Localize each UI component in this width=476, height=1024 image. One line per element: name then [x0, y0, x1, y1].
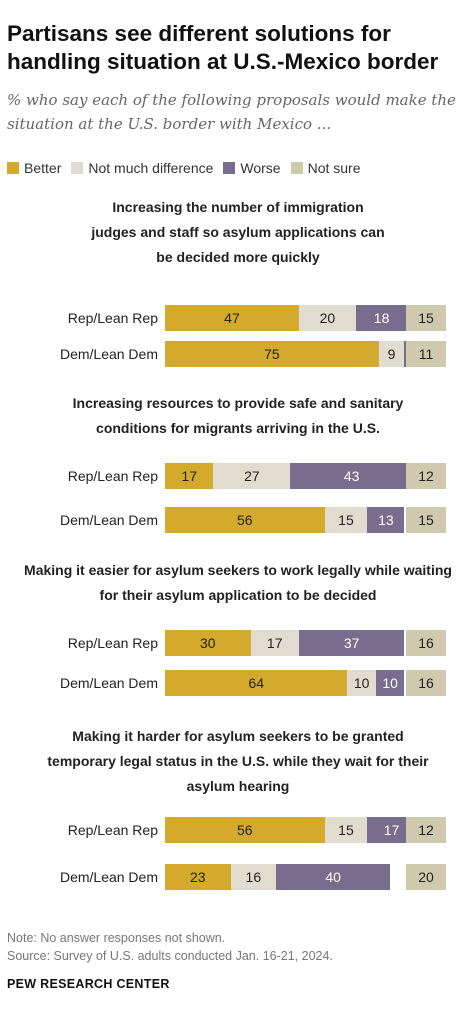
bar-better-dem-lean-dem: 64: [165, 670, 348, 696]
bar-label-not-sure: 16: [418, 635, 434, 651]
bar-label-worse: 10: [382, 675, 398, 691]
bar-worse-dem-lean-dem: 13: [367, 507, 405, 533]
bar-label-not-sure: 15: [418, 310, 434, 326]
footer-brand: PEW RESEARCH CENTER: [7, 977, 170, 991]
bar-label-better: 75: [264, 346, 280, 362]
bar-label-not-sure: 11: [418, 346, 434, 362]
bar-label-not-sure: 16: [418, 675, 434, 691]
bar-worse-rep-lean-rep: 43: [290, 463, 413, 489]
legend-swatch-better: [7, 162, 19, 174]
row-label-rep-lean-rep: Rep/Lean Rep: [67, 310, 158, 326]
bar-worse-rep-lean-rep: 37: [298, 630, 405, 656]
bar-better-rep-lean-rep: 17: [165, 463, 214, 489]
bar-label-not-sure: 15: [418, 512, 434, 528]
legend-label-worse: Worse: [240, 160, 281, 176]
legend-item-worse: Worse: [223, 160, 281, 176]
legend-item-not-sure: Not sure: [290, 160, 361, 176]
bar-label-worse: 43: [343, 468, 360, 484]
bar-not-much-difference-dem-lean-dem: 9: [378, 341, 405, 367]
bar-not-sure-rep-lean-rep: 12: [406, 817, 446, 843]
bar-not-much-difference-rep-lean-rep: 27: [213, 463, 291, 489]
bar-not-sure-rep-lean-rep: 12: [406, 463, 446, 489]
bar-better-rep-lean-rep: 56: [165, 817, 325, 843]
bar-label-not-much-difference: 20: [319, 310, 336, 326]
bar-better-dem-lean-dem: 23: [165, 864, 231, 890]
bar-better-dem-lean-dem: 75: [165, 341, 379, 367]
bar-not-sure-dem-lean-dem: 11: [406, 341, 446, 367]
bar-not-much-difference-dem-lean-dem: 15: [324, 507, 368, 533]
bar-label-worse: 17: [383, 822, 400, 838]
bar-label-not-much-difference: 17: [266, 635, 283, 651]
bar-better-dem-lean-dem: 56: [165, 507, 325, 533]
row-label-dem-lean-dem: Dem/Lean Dem: [59, 346, 158, 362]
bar-better-rep-lean-rep: 30: [165, 630, 251, 656]
legend-item-not-much-difference: Not much difference: [71, 160, 213, 176]
row-label-rep-lean-rep: Rep/Lean Rep: [67, 822, 158, 838]
bar-label-not-sure: 12: [418, 822, 434, 838]
panel-title-1: Increasing the number of immigration jud…: [91, 199, 385, 265]
bar-not-much-difference-rep-lean-rep: 15: [324, 817, 368, 843]
row-label-dem-lean-dem: Dem/Lean Dem: [59, 869, 158, 885]
bar-label-worse: 37: [343, 635, 360, 651]
panel-title-3: Making it easier for asylum seekers to w…: [24, 562, 452, 603]
legend-label-not-much-difference: Not much difference: [88, 160, 214, 176]
row-label-rep-lean-rep: Rep/Lean Rep: [67, 468, 158, 484]
bar-label-better: 47: [224, 310, 240, 326]
bar-label-better: 64: [248, 675, 264, 691]
bar-worse-rep-lean-rep: 18: [355, 305, 408, 331]
bar-not-much-difference-dem-lean-dem: 16: [230, 864, 277, 890]
bar-label-not-sure: 20: [418, 869, 434, 885]
bar-not-sure-dem-lean-dem: 16: [406, 670, 446, 696]
legend-label-not-sure: Not sure: [307, 160, 361, 176]
panel-title-4: Making it harder for asylum seekers to b…: [47, 728, 429, 794]
bar-label-not-much-difference: 15: [338, 512, 354, 528]
bar-label-better: 23: [189, 869, 206, 885]
bar-label-not-much-difference: 16: [245, 869, 262, 885]
bar-not-much-difference-dem-lean-dem: 10: [347, 670, 376, 696]
bar-not-sure-dem-lean-dem: 15: [406, 507, 446, 533]
bar-label-better: 56: [237, 822, 253, 838]
chart-title: Partisans see different solutions for ha…: [7, 21, 439, 74]
bar-worse-dem-lean-dem: 10: [375, 670, 405, 696]
row-label-dem-lean-dem: Dem/Lean Dem: [59, 675, 158, 691]
bar-label-not-much-difference: 10: [353, 675, 370, 691]
row-label-rep-lean-rep: Rep/Lean Rep: [67, 635, 158, 651]
legend-label-better: Better: [24, 160, 62, 176]
bar-label-worse: 40: [325, 869, 341, 885]
chart-subtitle: % who say each of the following proposal…: [7, 91, 456, 133]
panel-title-2: Increasing resources to provide safe and…: [72, 395, 404, 436]
legend-swatch-worse: [223, 162, 236, 174]
bar-label-worse: 18: [373, 310, 390, 326]
bar-label-not-much-difference: 27: [244, 468, 260, 484]
bar-label-not-much-difference: 15: [338, 822, 354, 838]
legend-swatch-not-sure: [290, 162, 303, 174]
bar-better-rep-lean-rep: 47: [165, 305, 299, 331]
bar-label-better: 56: [237, 512, 253, 528]
legend: Better Not much difference Worse Not sur…: [7, 159, 371, 177]
chart-source: Source: Survey of U.S. adults conducted …: [7, 949, 333, 963]
bar-not-sure-rep-lean-rep: 16: [406, 630, 446, 656]
legend-swatch-not-much-difference: [71, 162, 84, 174]
bar-label-not-sure: 12: [418, 468, 434, 484]
chart-note: Note: No answer responses not shown.: [7, 931, 226, 945]
bar-label-not-much-difference: 9: [387, 346, 396, 362]
bar-label-worse: 13: [378, 512, 394, 528]
legend-item-better: Better: [7, 160, 61, 176]
bar-not-much-difference-rep-lean-rep: 17: [250, 630, 299, 656]
bar-label-better: 30: [199, 635, 216, 651]
bar-not-much-difference-rep-lean-rep: 20: [298, 305, 356, 331]
bar-worse-dem-lean-dem: 40: [276, 864, 391, 890]
bar-not-sure-rep-lean-rep: 15: [406, 305, 446, 331]
row-label-dem-lean-dem: Dem/Lean Dem: [59, 512, 158, 528]
bar-not-sure-dem-lean-dem: 20: [406, 864, 446, 890]
bar-label-better: 17: [181, 468, 197, 484]
